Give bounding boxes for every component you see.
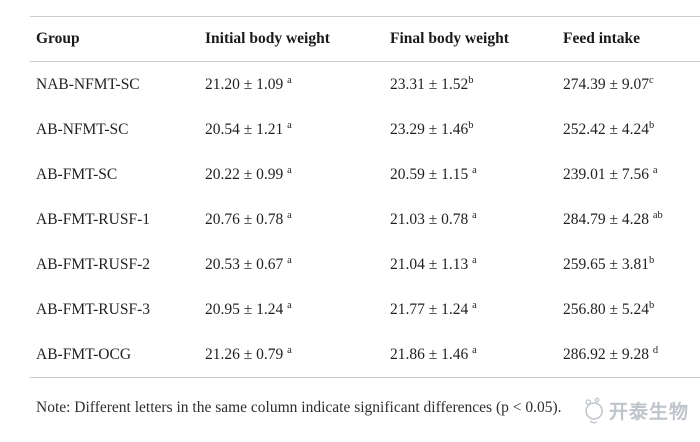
group-cell: AB-FMT-SC — [36, 165, 118, 183]
measurement-value: 256.80 ± 5.24 — [563, 300, 650, 318]
significance-letter: a — [287, 299, 292, 311]
measurement-value: 21.04 ± 1.13 — [390, 255, 473, 273]
results-table: Group Initial body weight Final body wei… — [30, 16, 700, 378]
group-cell: AB-FMT-OCG — [30, 332, 199, 378]
significance-letter: a — [287, 119, 292, 131]
measurement-value: 23.29 ± 1.46 — [390, 120, 469, 138]
measurement-value: 21.20 ± 1.09 — [205, 75, 288, 93]
final-weight-cell: 21.04 ± 1.13 a — [384, 242, 557, 287]
measurement-value: 21.26 ± 0.79 — [205, 345, 288, 363]
final-weight-cell: 21.77 ± 1.24 a — [384, 287, 557, 332]
final-weight-cell: 20.59 ± 1.15 a — [384, 152, 557, 197]
significance-letter: a — [287, 74, 292, 86]
significance-letter: a — [652, 164, 658, 176]
measurement-value: 239.01 ± 7.56 — [563, 165, 653, 183]
measurement-value: 21.77 ± 1.24 — [390, 300, 473, 318]
significance-letter: a — [472, 344, 477, 356]
measurement-value: 284.79 ± 4.28 — [563, 210, 653, 228]
initial-weight-cell: 20.95 ± 1.24 a — [199, 287, 384, 332]
table-note: Note: Different letters in the same colu… — [36, 399, 562, 416]
group-cell: AB-FMT-RUSF-2 — [36, 255, 150, 273]
initial-weight-cell: 21.26 ± 0.79 a — [199, 332, 384, 378]
col-header-final-body-weight: Final body weight — [384, 16, 557, 62]
measurement-value: 21.03 ± 0.78 — [390, 210, 473, 228]
table-row: NAB-NFMT-SC 21.20 ± 1.09 a 23.31 ± 1.52b… — [30, 62, 700, 108]
initial-weight-cell: 20.54 ± 1.21 a — [199, 107, 384, 152]
watermark-text: 开泰生物 — [609, 400, 690, 423]
measurement-value: 20.54 ± 1.21 — [205, 120, 288, 138]
col-header-feed-intake: Feed intake — [557, 16, 700, 62]
table-row: AB-FMT-SC 20.22 ± 0.99 a 20.59 ± 1.15 a … — [30, 152, 700, 197]
col-header-initial-body-weight: Initial body weight — [199, 16, 384, 62]
table-row: AB-NFMT-SC 20.54 ± 1.21 a 23.29 ± 1.46b … — [30, 107, 700, 152]
significance-letter: ab — [652, 209, 663, 221]
significance-letter: c — [649, 74, 654, 86]
measurement-value: 20.22 ± 0.99 — [205, 165, 288, 183]
feed-intake-cell: 239.01 ± 7.56 a — [557, 152, 700, 197]
feed-intake-cell: 252.42 ± 4.24b — [557, 107, 700, 152]
table-row: AB-FMT-RUSF-3 20.95 ± 1.24 a 21.77 ± 1.2… — [30, 287, 700, 332]
measurement-value: 286.92 ± 9.28 — [563, 345, 653, 363]
table-row: AB-FMT-OCG 21.26 ± 0.79 a 21.86 ± 1.46 a… — [30, 332, 700, 378]
feed-intake-cell: 274.39 ± 9.07c — [557, 62, 700, 108]
measurement-value: 252.42 ± 4.24 — [563, 120, 650, 138]
significance-letter: a — [287, 164, 292, 176]
feed-intake-cell: 256.80 ± 5.24b — [557, 287, 700, 332]
initial-weight-cell: 20.22 ± 0.99 a — [199, 152, 384, 197]
significance-letter: b — [649, 119, 655, 131]
significance-letter: a — [287, 344, 292, 356]
table-row: AB-FMT-RUSF-1 20.76 ± 0.78 a 21.03 ± 0.7… — [30, 197, 700, 242]
measurement-value: 20.53 ± 0.67 — [205, 255, 288, 273]
final-weight-cell: 21.86 ± 1.46 a — [384, 332, 557, 378]
significance-letter: d — [652, 344, 659, 356]
feed-intake-cell: 284.79 ± 4.28 ab — [557, 197, 700, 242]
significance-letter: a — [287, 254, 292, 266]
measurement-value: 20.76 ± 0.78 — [205, 210, 288, 228]
significance-letter: a — [472, 254, 477, 266]
group-cell: AB-NFMT-SC — [36, 120, 129, 138]
measurement-value: 21.86 ± 1.46 — [390, 345, 473, 363]
measurement-value: 274.39 ± 9.07 — [563, 75, 650, 93]
final-weight-cell: 23.29 ± 1.46b — [384, 107, 557, 152]
significance-letter: a — [287, 209, 292, 221]
significance-letter: b — [649, 299, 655, 311]
header-row: Group Initial body weight Final body wei… — [30, 16, 700, 62]
measurement-value: 23.31 ± 1.52 — [390, 75, 469, 93]
measurement-value: 20.95 ± 1.24 — [205, 300, 288, 318]
initial-weight-cell: 20.53 ± 0.67 a — [199, 242, 384, 287]
significance-letter: a — [472, 209, 477, 221]
measurement-value: 20.59 ± 1.15 — [390, 165, 473, 183]
significance-letter: a — [472, 164, 477, 176]
significance-letter: b — [468, 74, 474, 86]
panda-circle-logo-icon — [585, 397, 603, 424]
group-cell: NAB-NFMT-SC — [36, 75, 140, 93]
significance-letter: b — [649, 254, 655, 266]
table-row: AB-FMT-RUSF-2 20.53 ± 0.67 a 21.04 ± 1.1… — [30, 242, 700, 287]
col-header-group: Group — [30, 16, 199, 62]
significance-letter: a — [472, 299, 477, 311]
final-weight-cell: 21.03 ± 0.78 a — [384, 197, 557, 242]
initial-weight-cell: 21.20 ± 1.09 a — [199, 62, 384, 108]
initial-weight-cell: 20.76 ± 0.78 a — [199, 197, 384, 242]
group-cell: AB-FMT-RUSF-3 — [36, 300, 150, 318]
watermark: 开泰生物 — [582, 384, 700, 436]
significance-letter: b — [468, 119, 474, 131]
measurement-value: 259.65 ± 3.81 — [563, 255, 650, 273]
feed-intake-cell: 286.92 ± 9.28 d — [557, 332, 700, 378]
final-weight-cell: 23.31 ± 1.52b — [384, 62, 557, 108]
feed-intake-cell: 259.65 ± 3.81b — [557, 242, 700, 287]
group-cell: AB-FMT-RUSF-1 — [36, 210, 150, 228]
